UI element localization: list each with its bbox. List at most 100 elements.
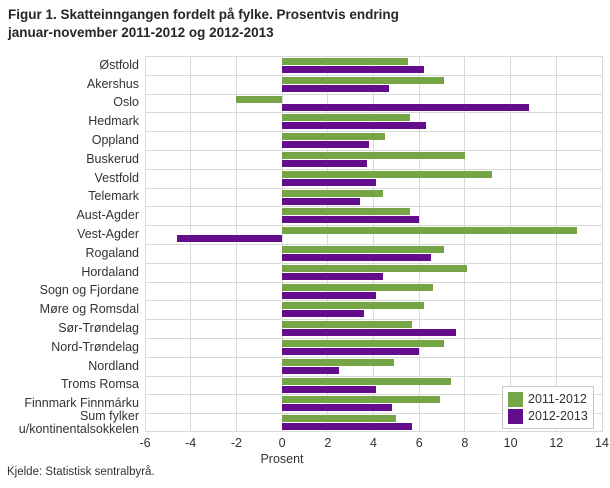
bar-2012-2013 [176, 235, 283, 242]
row-separator [145, 112, 602, 113]
x-tick-label: 6 [415, 436, 423, 450]
row-separator [145, 75, 602, 76]
row-separator [145, 319, 602, 320]
row-separator [145, 169, 602, 170]
bar-2011-2012 [282, 284, 433, 291]
gridline [601, 56, 603, 432]
row-separator [145, 188, 602, 189]
bar-2012-2013 [282, 367, 340, 374]
bar-2011-2012 [282, 58, 408, 65]
bar-2012-2013 [282, 141, 369, 148]
row-separator [145, 150, 602, 151]
bar-2011-2012 [282, 265, 468, 272]
bar-2012-2013 [282, 216, 420, 223]
x-axis-line [145, 431, 602, 432]
legend-label: 2011-2012 [528, 392, 587, 406]
category-label: Troms Romsa [60, 377, 139, 392]
row-separator [145, 282, 602, 283]
bar-2012-2013 [282, 104, 529, 111]
legend-swatch [508, 391, 523, 407]
bar-2012-2013 [282, 329, 456, 336]
bar-2011-2012 [282, 171, 493, 178]
category-label: Aust-Agder [76, 208, 139, 223]
x-tick-label: -6 [139, 436, 151, 450]
bar-2011-2012 [282, 208, 411, 215]
row-separator [145, 56, 602, 57]
row-separator [145, 131, 602, 132]
category-label: Rogaland [85, 245, 139, 260]
bar-2011-2012 [282, 378, 452, 385]
category-label: Oslo [113, 95, 139, 110]
x-tick-label: 4 [370, 436, 377, 450]
bar-2012-2013 [282, 273, 383, 280]
category-label: Nord-Trøndelag [51, 339, 139, 354]
x-tick-label: 8 [461, 436, 469, 450]
x-tick-label: -2 [230, 436, 242, 450]
bar-2011-2012 [282, 77, 445, 84]
category-label: Finnmark Finnmárku [24, 396, 139, 411]
category-label: Hordaland [81, 264, 139, 279]
x-tick-label: -4 [185, 436, 197, 450]
bar-2012-2013 [282, 160, 367, 167]
bar-2012-2013 [282, 179, 376, 186]
figure-title: Figur 1. Skatteinngangen fordelt på fylk… [8, 7, 399, 40]
category-label: Østfold [99, 57, 139, 72]
bar-2012-2013 [282, 122, 427, 129]
bar-2011-2012 [282, 227, 577, 234]
bar-2011-2012 [236, 96, 283, 103]
bar-2011-2012 [282, 321, 413, 328]
category-label: Vest-Agder [77, 227, 139, 242]
source-note: Kjelde: Statistisk sentralbyrå. [7, 466, 155, 478]
bar-2011-2012 [282, 246, 445, 253]
bar-2011-2012 [282, 152, 465, 159]
x-tick-label: 10 [503, 436, 518, 450]
bar-2012-2013 [282, 386, 376, 393]
row-separator [145, 263, 602, 264]
row-separator [145, 338, 602, 339]
x-tick-label: 0 [278, 436, 286, 450]
row-separator [145, 376, 602, 377]
category-label: Vestfold [94, 170, 139, 185]
row-separator [145, 225, 602, 226]
row-separator [145, 394, 602, 395]
x-tick-label: 14 [595, 436, 609, 450]
bar-2012-2013 [282, 292, 376, 299]
category-label: Sum fylker u/kontinentalsokkelen [18, 408, 139, 436]
plot-area [144, 56, 603, 432]
category-label: Nordland [88, 358, 139, 373]
row-separator [145, 206, 602, 207]
category-label: Møre og Romsdal [39, 302, 139, 317]
row-separator [145, 357, 602, 358]
bar-2012-2013 [282, 198, 360, 205]
bar-2011-2012 [282, 415, 397, 422]
category-label: Sogn og Fjordane [39, 283, 139, 298]
bar-2011-2012 [282, 340, 445, 347]
bar-2012-2013 [282, 66, 424, 73]
legend-item-2011-2012: 2011-2012 [508, 391, 588, 407]
bar-2011-2012 [282, 114, 411, 121]
bar-2011-2012 [282, 190, 383, 197]
legend: 2011-2012 2012-2013 [502, 386, 594, 429]
bar-2012-2013 [282, 348, 420, 355]
y-axis-labels: Østfold Akershus Oslo Hedmark Oppland Buskeru… [0, 56, 139, 436]
x-tick-label: 12 [549, 436, 564, 450]
bar-2012-2013 [282, 85, 390, 92]
x-axis: -6 -4 -2 0 2 4 6 8 10 12 14 [0, 436, 610, 451]
bar-2011-2012 [282, 302, 424, 309]
bar-2012-2013 [282, 423, 413, 430]
x-axis-title: Prosent [260, 452, 304, 466]
bar-2011-2012 [282, 133, 385, 140]
bar-2011-2012 [282, 396, 440, 403]
row-separator [145, 94, 602, 95]
category-label: Oppland [91, 133, 139, 148]
bar-2012-2013 [282, 254, 431, 261]
x-tick-label: 2 [324, 436, 332, 450]
legend-item-2012-2013: 2012-2013 [508, 408, 588, 424]
category-label: Akershus [86, 76, 139, 91]
legend-label: 2012-2013 [528, 409, 588, 423]
category-label: Hedmark [88, 114, 139, 129]
category-label: Telemark [88, 189, 139, 204]
bar-2011-2012 [282, 359, 395, 366]
row-separator [145, 300, 602, 301]
row-separator [145, 244, 602, 245]
